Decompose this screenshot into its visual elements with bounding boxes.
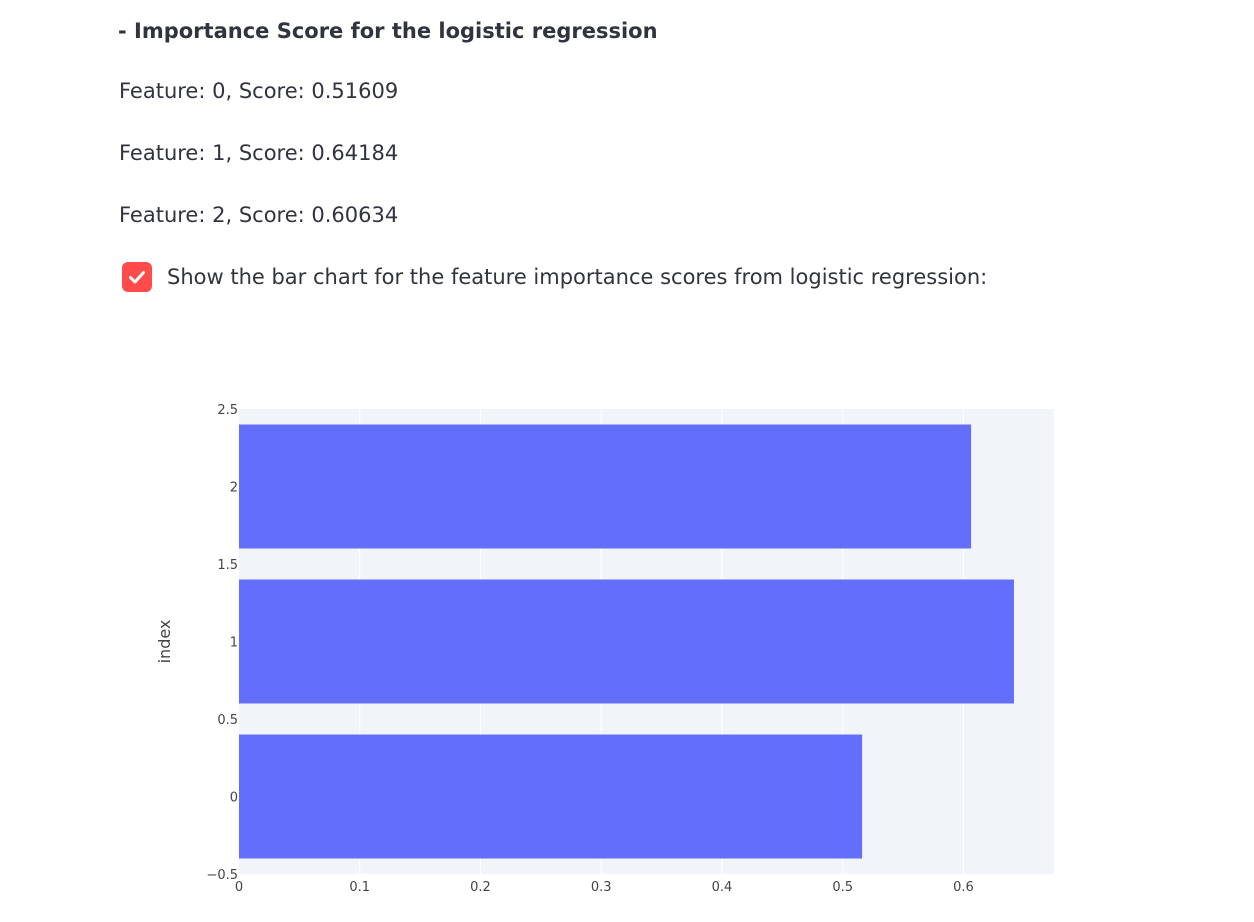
y-tick-label: −0.5 <box>206 868 238 883</box>
x-tick-label: 0.5 <box>832 880 853 895</box>
y-tick-label: 1.5 <box>217 558 238 573</box>
checkbox-label: Show the bar chart for the feature impor… <box>167 265 988 289</box>
show-bar-chart-checkbox[interactable]: Show the bar chart for the feature impor… <box>122 262 987 292</box>
y-tick-label: 0.5 <box>217 713 238 728</box>
section-heading: - Importance Score for the logistic regr… <box>118 19 658 43</box>
x-tick-label: 0.6 <box>953 880 974 895</box>
y-tick-label: 0 <box>230 791 238 806</box>
y-tick-label: 2.5 <box>217 403 238 418</box>
score-line-feature-0: Feature: 0, Score: 0.51609 <box>119 79 399 103</box>
checkbox-box[interactable] <box>122 262 152 292</box>
x-tick-label: 0 <box>235 880 243 895</box>
bar-feature-0 <box>239 734 863 859</box>
y-tick-label: 2 <box>230 481 238 496</box>
y-tick-label: 1 <box>230 636 238 651</box>
x-tick-label: 0.3 <box>591 880 612 895</box>
x-tick-label: 0.1 <box>349 880 370 895</box>
bar-feature-1 <box>239 579 1014 704</box>
y-axis-title: index <box>155 620 174 664</box>
x-tick-label: 0.2 <box>470 880 491 895</box>
x-tick-label: 0.4 <box>712 880 733 895</box>
feature-importance-chart[interactable]: 0 0.1 0.2 0.3 0.4 0.5 0.6 −0.5 0 0.5 1 1.5 2 2.5 index <box>130 395 1070 910</box>
bar-feature-2 <box>239 424 972 549</box>
score-line-feature-1: Feature: 1, Score: 0.64184 <box>119 141 399 165</box>
score-line-feature-2: Feature: 2, Score: 0.60634 <box>119 203 399 227</box>
checkmark-icon <box>129 271 145 284</box>
